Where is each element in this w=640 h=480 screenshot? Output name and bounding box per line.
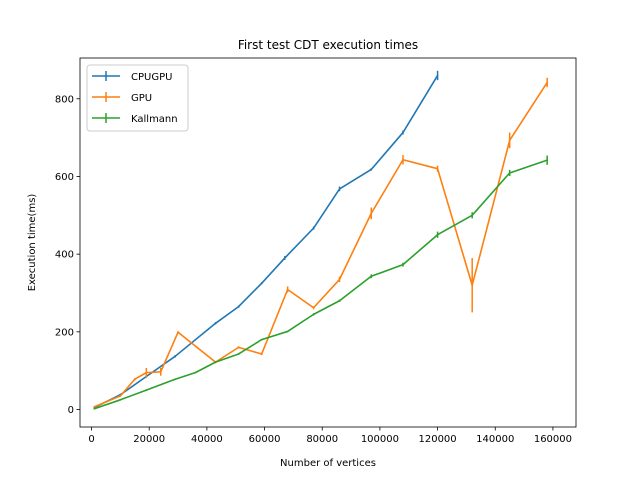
legend-item-gpu: GPU: [92, 92, 152, 104]
legend-item-kallmann: Kallmann: [92, 113, 178, 125]
legend-frame: [86, 64, 189, 132]
x-tick-label: 100000: [361, 434, 399, 445]
x-tick-label: 40000: [191, 434, 223, 445]
x-tick-label: 160000: [534, 434, 572, 445]
axes: [79, 57, 577, 428]
y-tick-label: 400: [55, 250, 74, 261]
x-axis-ticks: 0 20000 40000 60000 80000 100000 120000 140000 1…: [88, 427, 572, 445]
x-tick-label: 80000: [306, 434, 338, 445]
y-tick-label: 600: [55, 172, 74, 183]
series-layer: [93, 70, 549, 410]
x-tick-label: 20000: [133, 434, 165, 445]
x-tick-label: 60000: [249, 434, 281, 445]
legend: CPUGPU GPU Kallmann: [86, 64, 189, 132]
legend-label-cpugpu: CPUGPU: [131, 72, 172, 83]
y-axis-ticks: 0 200 400 600 800: [55, 94, 80, 416]
legend-label-gpu: GPU: [131, 93, 152, 104]
x-axis-label: Number of vertices: [280, 458, 376, 469]
series-gpu: [93, 77, 549, 408]
x-tick-label: 0: [88, 434, 94, 445]
x-tick-label: 140000: [476, 434, 514, 445]
legend-item-cpugpu: CPUGPU: [92, 71, 172, 83]
y-tick-label: 0: [68, 405, 74, 416]
series-line-gpu: [93, 81, 549, 408]
y-tick-label: 800: [55, 94, 74, 105]
y-axis-label: Execution time(ms): [27, 194, 38, 292]
y-tick-label: 200: [55, 327, 74, 338]
x-tick-label: 120000: [418, 434, 456, 445]
series-kallmann: [93, 155, 549, 410]
legend-label-kallmann: Kallmann: [131, 114, 178, 125]
chart-title: First test CDT execution times: [238, 38, 418, 52]
plot-frame: [79, 57, 577, 428]
